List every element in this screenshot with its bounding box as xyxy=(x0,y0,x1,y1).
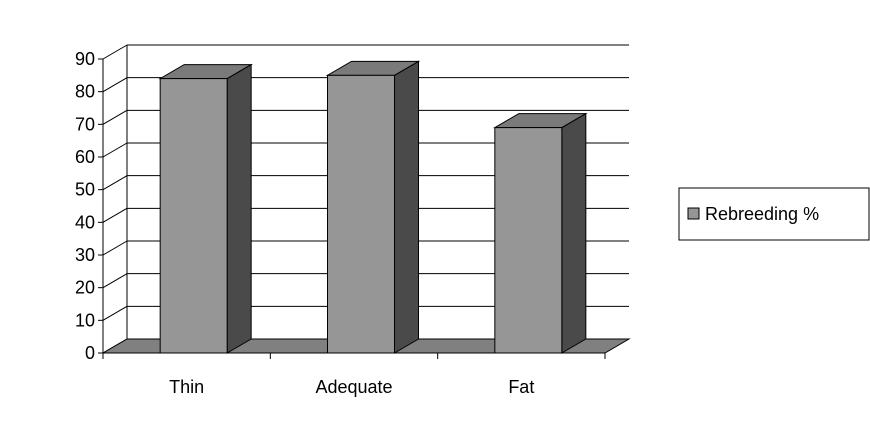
x-tick-labels: Thin Adequate Fat xyxy=(169,377,534,397)
side-wall-gridline xyxy=(102,305,128,321)
legend-label: Rebreeding % xyxy=(705,204,819,224)
bar-side xyxy=(226,63,252,354)
bar xyxy=(159,78,228,354)
side-wall-gridline xyxy=(102,142,128,158)
y-tick-label: 10 xyxy=(75,310,95,330)
y-tick-labels: 0 10 20 30 40 50 60 70 80 90 xyxy=(75,49,95,363)
side-wall-gridline xyxy=(102,175,128,191)
y-tick-label: 90 xyxy=(75,49,95,69)
x-tick-label: Adequate xyxy=(315,377,392,397)
bars xyxy=(158,60,588,354)
legend-swatch xyxy=(687,207,700,220)
bar-side xyxy=(394,60,419,354)
x-tick-label: Thin xyxy=(169,377,204,397)
side-wall-gridline xyxy=(102,44,128,60)
y-tick-label: 0 xyxy=(85,343,95,363)
y-tick-label: 40 xyxy=(75,212,95,232)
bar xyxy=(494,127,563,354)
x-tick-label: Fat xyxy=(508,377,534,397)
bar xyxy=(327,74,395,354)
side-wall-gridline xyxy=(102,273,128,289)
side-wall-gridline xyxy=(102,77,128,93)
y-tick-label: 70 xyxy=(75,114,95,134)
legend-box xyxy=(678,187,870,241)
side-wall-gridline xyxy=(102,207,128,223)
side-wall-gridline xyxy=(102,240,128,256)
side-wall-gridline xyxy=(102,109,128,125)
legend: Rebreeding % xyxy=(678,187,870,241)
y-tick-label: 50 xyxy=(75,180,95,200)
y-tick-label: 80 xyxy=(75,82,95,102)
y-tick-label: 30 xyxy=(75,245,95,265)
y-tick-label: 20 xyxy=(75,278,95,298)
y-tick-label: 60 xyxy=(75,147,95,167)
bar-side xyxy=(561,112,587,354)
